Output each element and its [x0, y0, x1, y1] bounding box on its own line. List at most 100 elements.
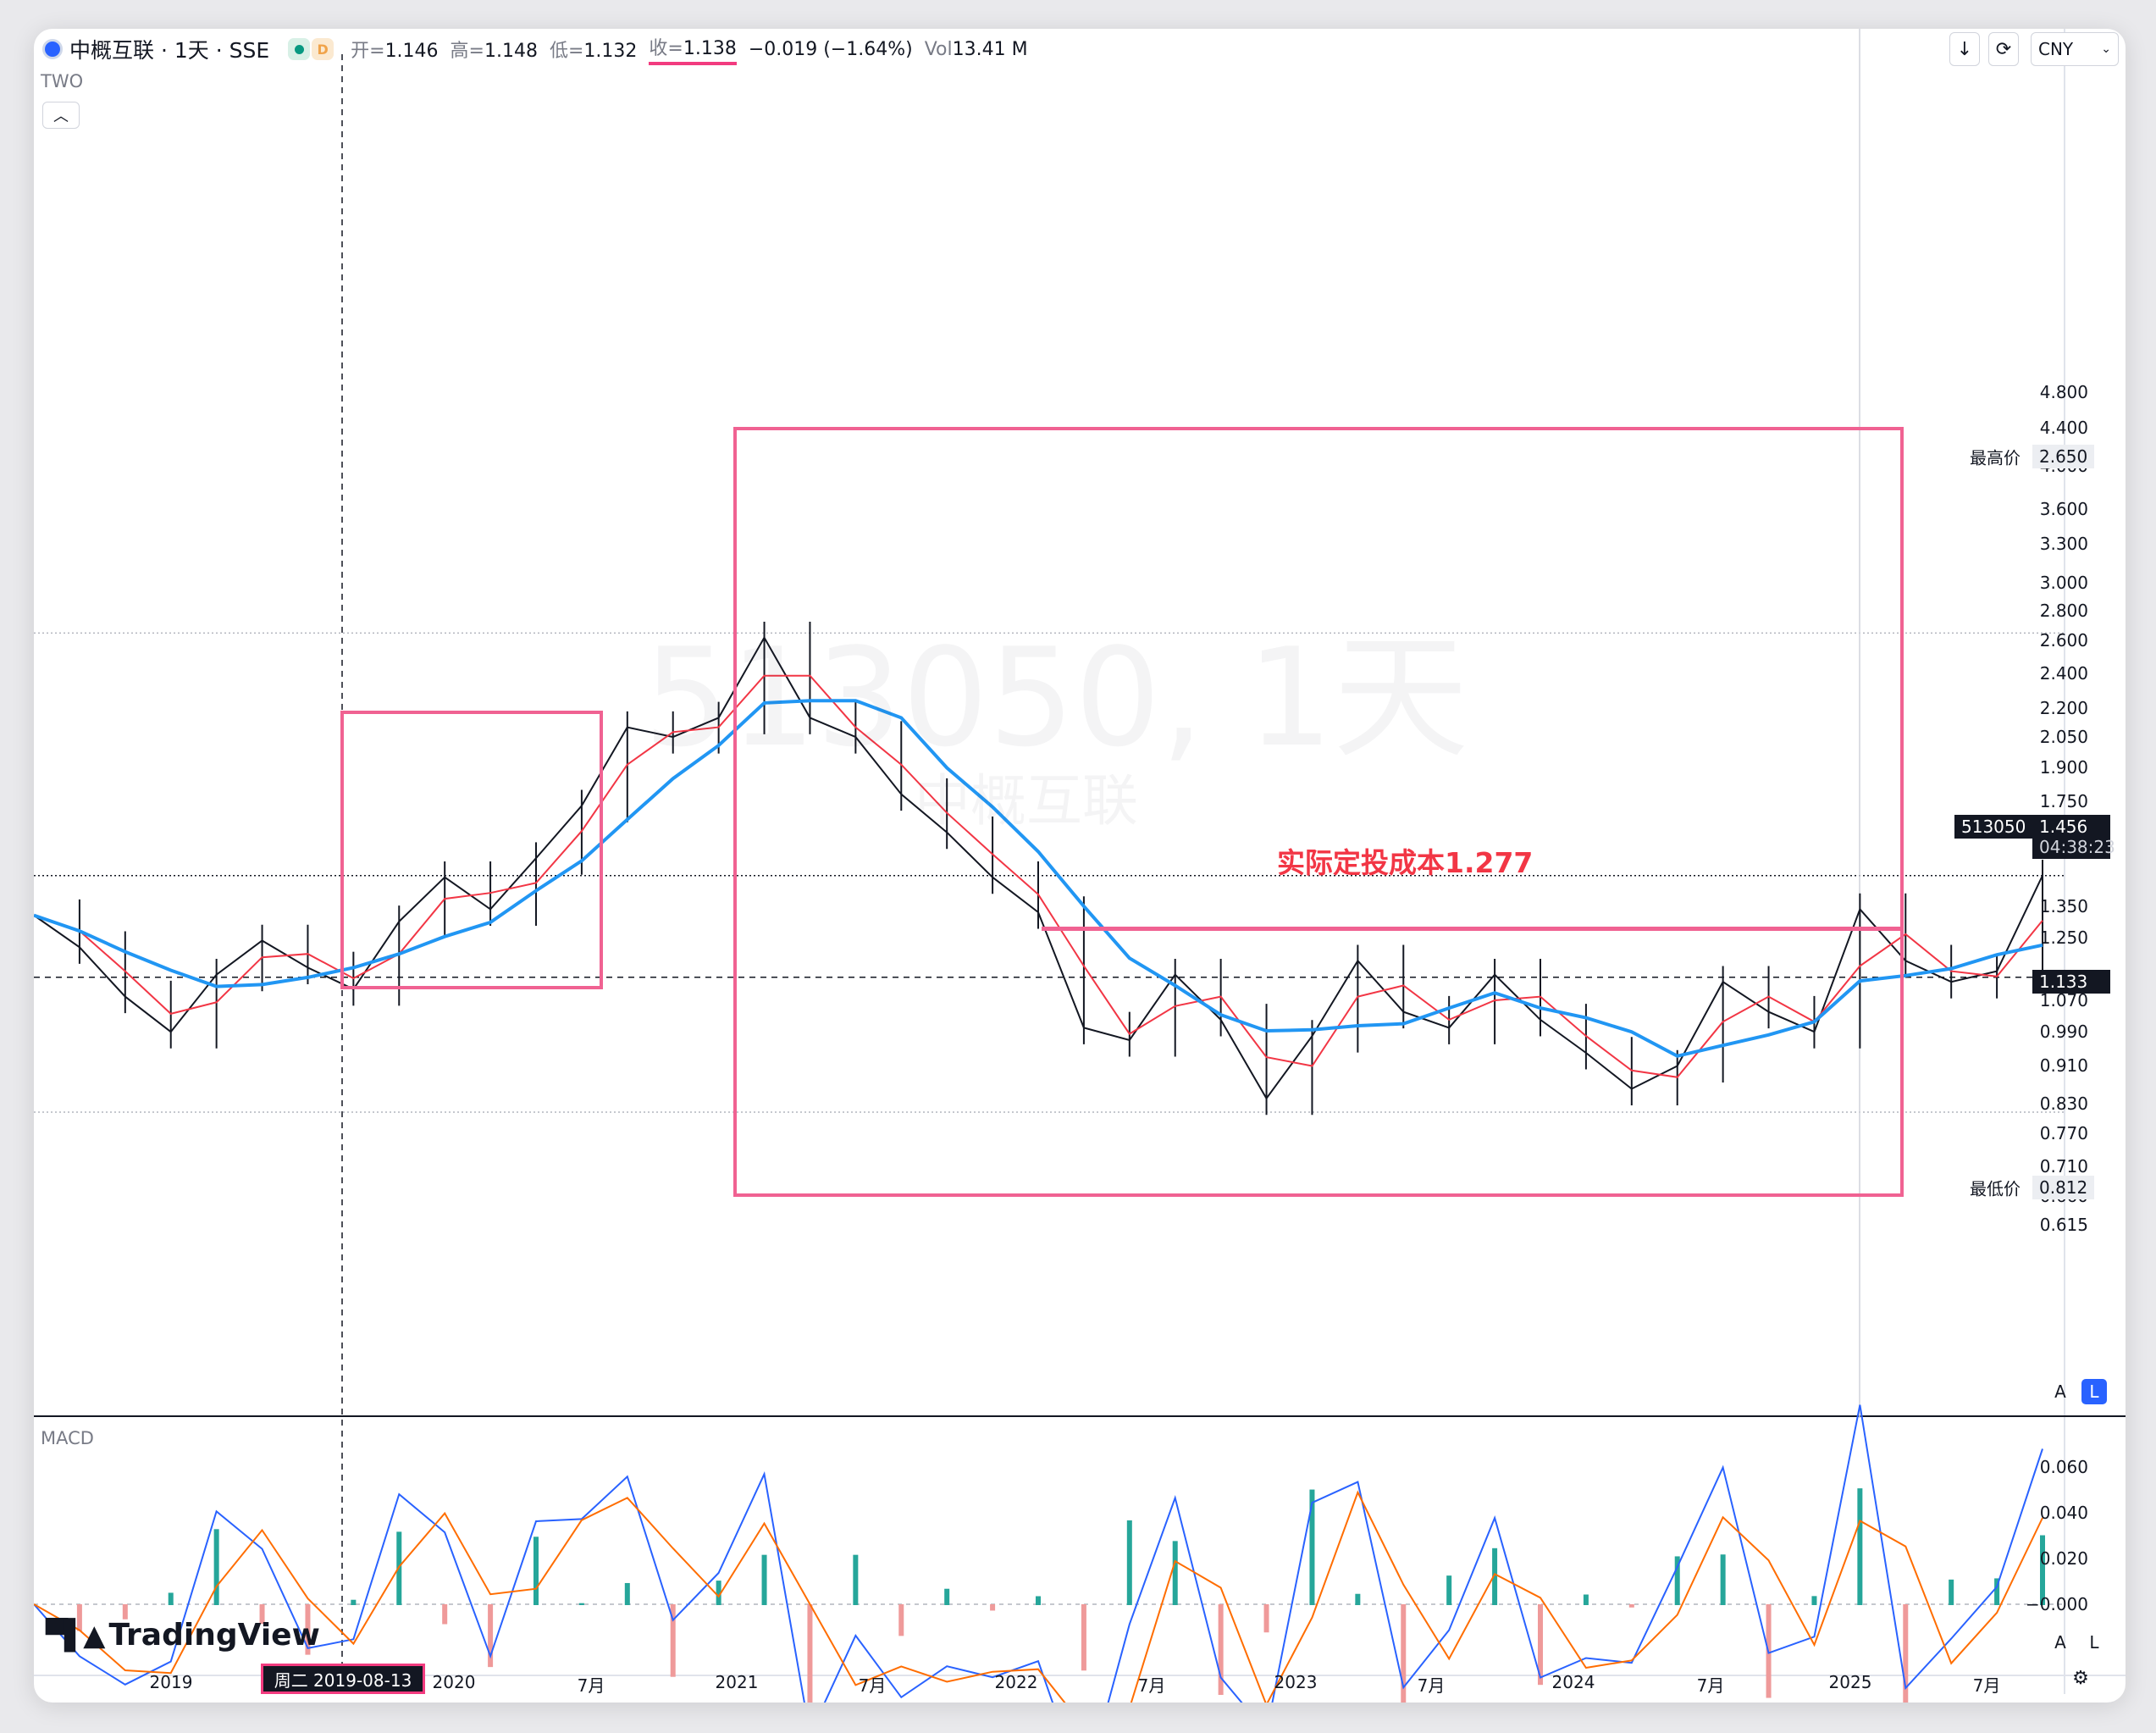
indicator-label: TWO [41, 71, 84, 91]
currency-select[interactable]: CNY ⌄ [2031, 32, 2119, 66]
macd-hist-bar [351, 1599, 357, 1605]
legend-header: 中概互联 · 1天 · SSE D 开=1.146 高=1.148 低=1.13… [34, 29, 1028, 69]
price-tick: 3.300 [2039, 534, 2088, 555]
countdown-tag: 04:38:23 [2032, 835, 2115, 859]
macd-hist-bar [1994, 1578, 2000, 1605]
volume-value: Vol13.41 M [924, 38, 1028, 60]
refresh-button[interactable]: ⟳ [1988, 32, 2019, 66]
macd-hist-bar [670, 1604, 676, 1677]
main-chart-svg[interactable] [34, 29, 2126, 1703]
price-tick: 0.615 [2039, 1214, 2088, 1235]
macd-hist-bar [716, 1581, 721, 1605]
macd-tick: −0.000 [2025, 1594, 2088, 1614]
price-tick: 2.800 [2039, 601, 2088, 622]
macd-hist-bar [168, 1592, 174, 1605]
price-tick: 0.710 [2039, 1156, 2088, 1177]
macd-hist-bar [1903, 1604, 1909, 1703]
macd-tick: 0.040 [2039, 1503, 2088, 1523]
signal-line [34, 1490, 2043, 1703]
price-tick: 0.830 [2039, 1093, 2088, 1114]
settings-icon[interactable]: ⚙ [2072, 1667, 2089, 1689]
macd-hist-bar [533, 1536, 539, 1605]
cost-annotation: 实际定投成本1.277 [1277, 846, 1534, 879]
macd-hist-bar [1081, 1604, 1086, 1671]
tradingview-logo[interactable]: ▀▌▲ TradingView [46, 1618, 320, 1653]
time-tick: 2020 [432, 1672, 476, 1692]
time-tick: 2021 [715, 1672, 759, 1692]
macd-hist-bar [1811, 1596, 1817, 1605]
macd-auto-button[interactable]: A [2054, 1632, 2066, 1653]
log-scale-button[interactable]: L [2081, 1379, 2107, 1404]
price-tick: 1.350 [2039, 895, 2088, 916]
price-tick: 1.900 [2039, 757, 2088, 778]
macd-hist-bar [1218, 1604, 1224, 1696]
macd-title: MACD [41, 1428, 94, 1448]
macd-hist-bar [761, 1554, 767, 1605]
price-tick: 2.400 [2039, 662, 2088, 684]
price-tick: 2.600 [2039, 630, 2088, 651]
chevron-down-icon: ⌄ [2101, 42, 2111, 56]
time-tick: 2025 [1828, 1672, 1872, 1692]
symbol-title[interactable]: 中概互联 · 1天 · SSE [69, 38, 270, 63]
macd-hist-bar [1446, 1575, 1452, 1605]
macd-hist-bar [305, 1604, 311, 1655]
time-tick: 7月 [1137, 1675, 1166, 1696]
chart-window: 513050, 1天 中概互联 中概互联 · 1天 · SSE D 开=1.14… [34, 29, 2126, 1703]
price-tick: 1.250 [2039, 927, 2088, 948]
macd-tick: 0.060 [2039, 1457, 2088, 1477]
time-tick: 7月 [1696, 1675, 1725, 1696]
open-value: 开=1.146 [351, 41, 439, 62]
macd-hist-bar [1309, 1489, 1315, 1605]
macd-hist-bar [1263, 1604, 1269, 1633]
change-value: −0.019 (−1.64%) [748, 38, 913, 60]
macd-hist-bar [990, 1604, 996, 1611]
time-tick: 7月 [577, 1675, 605, 1696]
macd-tick: 0.020 [2039, 1548, 2088, 1569]
macd-hist-bar [213, 1529, 219, 1605]
download-button[interactable]: ↓ [1949, 32, 1980, 66]
name-watermark: 中概互联 [915, 768, 1138, 833]
last-price-tag: 1.456 [2032, 815, 2110, 839]
macd-hist-bar [1172, 1541, 1178, 1605]
macd-hist-bar [1674, 1556, 1680, 1605]
price-tick: 0.910 [2039, 1055, 2088, 1077]
ma-mid-line [34, 674, 2043, 1078]
macd-hist-bar [898, 1604, 904, 1636]
high-tag-label: 最高价 [1970, 447, 2021, 468]
last-symbol-tag: 513050 [1954, 815, 2033, 839]
macd-hist-bar [807, 1604, 813, 1703]
macd-hist-bar [1538, 1604, 1543, 1686]
macd-line [34, 1404, 2043, 1703]
price-tick: 3.000 [2039, 573, 2088, 594]
refresh-icon: ⟳ [1995, 38, 2012, 60]
macd-hist-bar [259, 1604, 265, 1625]
high-value: 高=1.148 [450, 41, 538, 62]
price-tick: 3.600 [2039, 498, 2088, 519]
price-line [34, 635, 2043, 1100]
time-tick: 7月 [1417, 1675, 1446, 1696]
price-tick: 2.200 [2039, 698, 2088, 719]
highlight-box-2019 [340, 711, 603, 989]
time-tick: 2022 [994, 1672, 1038, 1692]
highlight-box-2021 [733, 427, 1904, 1197]
macd-log-button[interactable]: L [2089, 1632, 2099, 1653]
collapse-legend-button[interactable]: ︿ [42, 102, 80, 129]
macd-hist-bar [1492, 1548, 1498, 1605]
auto-scale-button[interactable]: A [2054, 1381, 2066, 1402]
macd-hist-bar [442, 1604, 448, 1625]
macd-hist-bar [578, 1603, 584, 1605]
exchange-logo-icon [42, 39, 63, 59]
symbol-watermark: 513050, 1天 [644, 618, 1469, 777]
time-tick: 7月 [1972, 1675, 2001, 1696]
price-tick: 4.800 [2039, 382, 2088, 403]
tv-mark-icon: ▀▌▲ [46, 1618, 105, 1653]
macd-hist-bar [1126, 1520, 1132, 1605]
high-tag-value: 2.650 [2032, 445, 2095, 468]
d-badge: D [312, 38, 334, 60]
price-tick: 4.400 [2039, 417, 2088, 438]
macd-hist-bar [122, 1604, 128, 1619]
price-tick: 2.050 [2039, 727, 2088, 748]
time-tick: 7月 [858, 1675, 887, 1696]
macd-hist-bar [488, 1604, 494, 1668]
macd-hist-bar [853, 1554, 859, 1605]
